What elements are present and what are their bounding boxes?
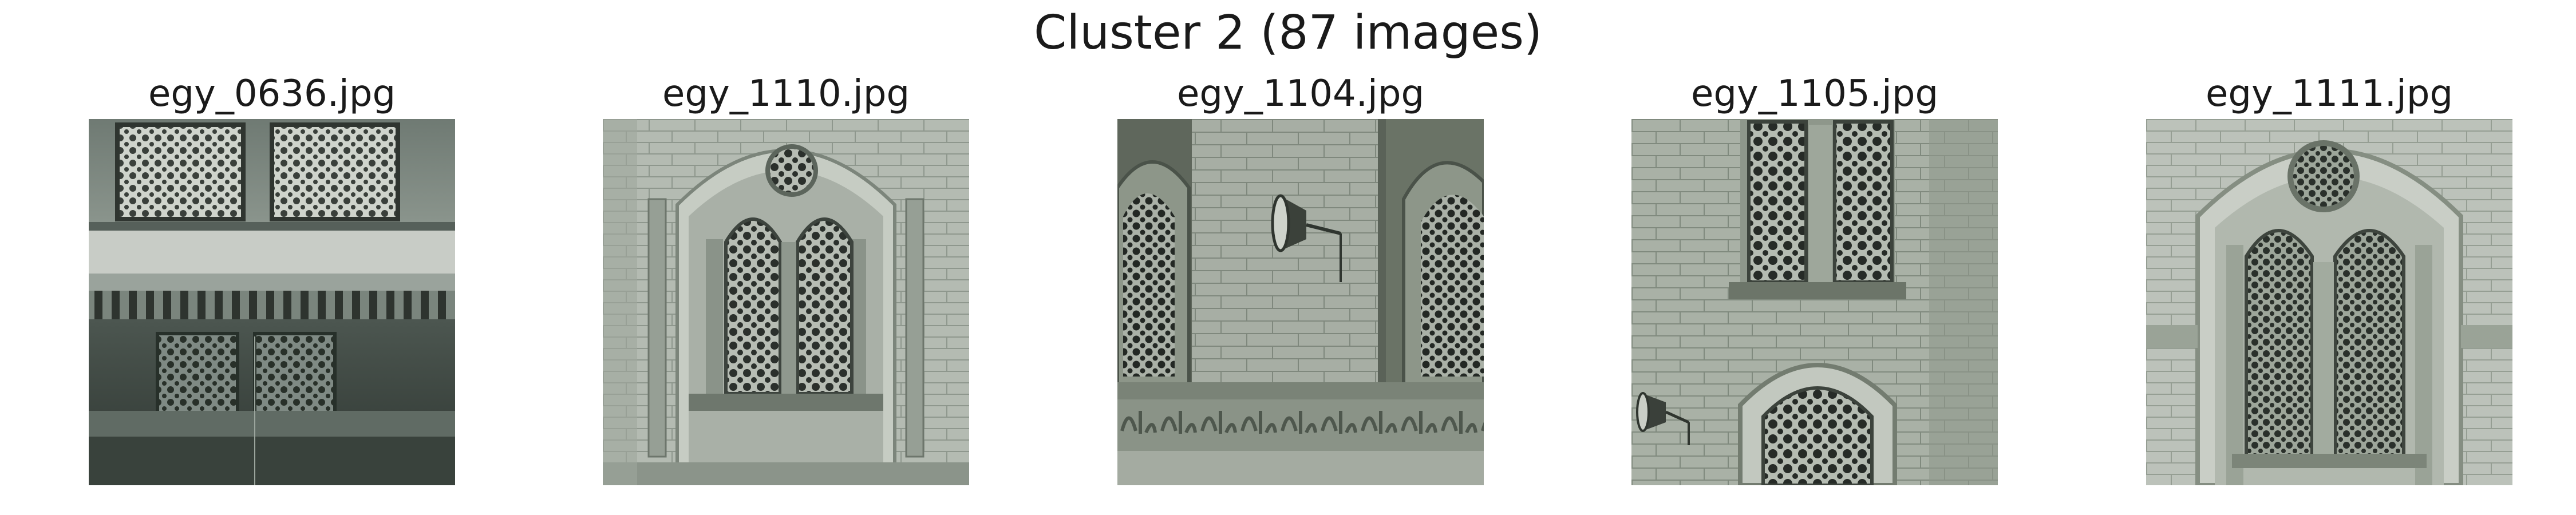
image-filename: egy_1104.jpg xyxy=(1176,73,1425,115)
image-panel: egy_1111.jpg xyxy=(2146,69,2512,485)
image-filename: egy_1105.jpg xyxy=(1690,73,1939,115)
image-panel: egy_1110.jpg xyxy=(603,69,969,485)
figure-title: Cluster 2 (87 images) xyxy=(1034,6,1542,60)
image-filename: egy_1111.jpg xyxy=(2205,73,2453,115)
image-panel: egy_1104.jpg xyxy=(1117,69,1484,485)
thumbnail-image xyxy=(1117,119,1484,485)
thumbnail-image xyxy=(603,119,969,485)
thumbnail-image xyxy=(89,119,455,485)
image-filename: egy_1110.jpg xyxy=(662,73,910,115)
thumbnail-image xyxy=(1631,119,1998,485)
image-panel: egy_0636.jpg xyxy=(89,69,455,485)
image-filename: egy_0636.jpg xyxy=(148,73,396,115)
image-panel: egy_1105.jpg xyxy=(1631,69,1998,485)
thumbnail-image xyxy=(2146,119,2512,485)
